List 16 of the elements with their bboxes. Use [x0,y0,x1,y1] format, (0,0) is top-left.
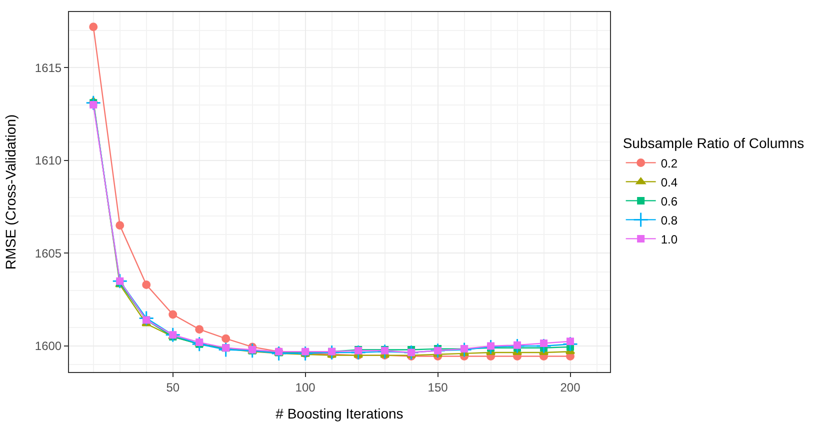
y-tick-label: 1615 [34,60,62,75]
legend-label: 0.4 [660,175,678,190]
legend-label: 0.8 [660,213,678,228]
legend-label: 0.2 [660,156,678,170]
legend-label: 1.0 [660,232,678,246]
x-tick-label: 200 [560,380,581,394]
x-tick-label: 150 [428,380,448,394]
x-axis-title: # Boosting Iterations [276,406,404,422]
legend-title: Subsample Ratio of Columns [622,135,804,152]
y-tick-label: 1605 [34,246,62,260]
legend-label: 0.6 [660,194,678,208]
x-tick-label: 50 [166,380,180,394]
y-tick-label: 1600 [34,339,62,354]
y-axis-title: RMSE (Cross-Validation) [2,114,18,270]
y-tick-label: 1610 [34,154,62,168]
x-tick-label: 100 [295,380,316,394]
